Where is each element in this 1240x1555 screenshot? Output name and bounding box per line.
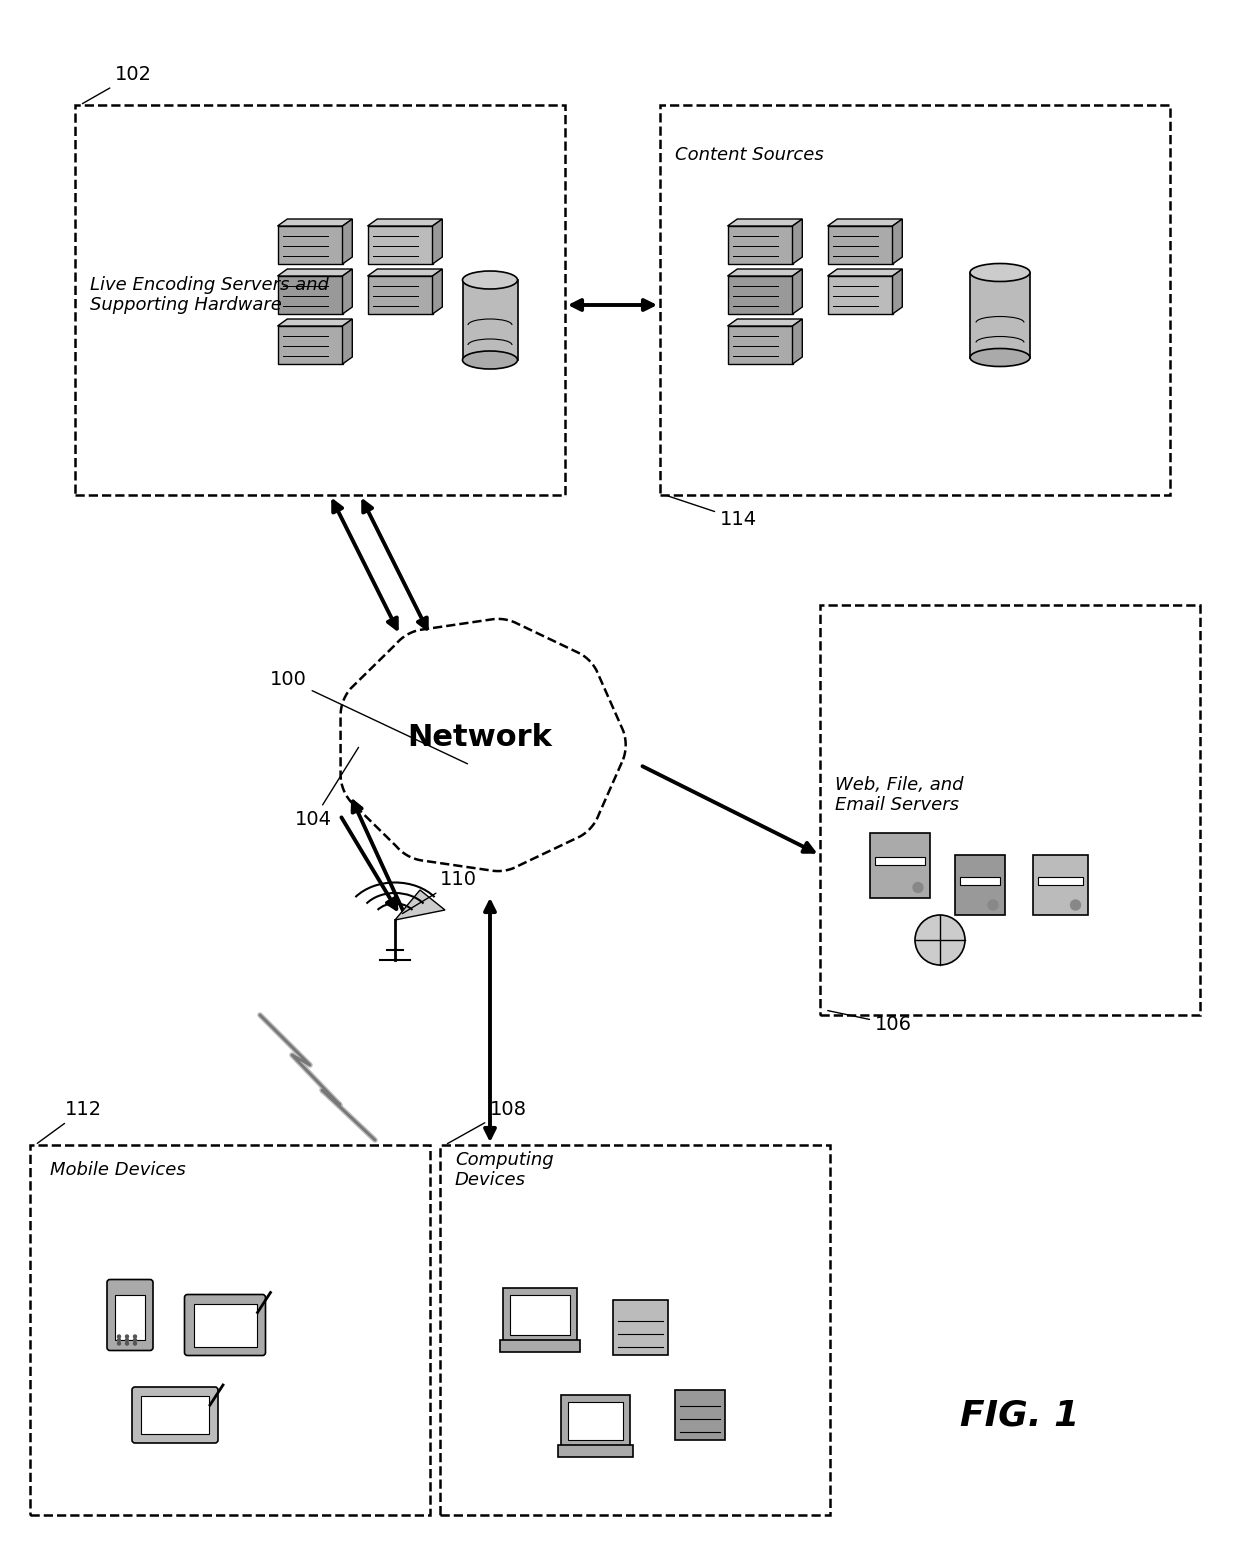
Polygon shape <box>342 269 352 314</box>
Polygon shape <box>827 225 893 264</box>
Polygon shape <box>433 269 443 314</box>
Text: 108: 108 <box>448 1099 527 1143</box>
FancyBboxPatch shape <box>141 1396 210 1434</box>
FancyBboxPatch shape <box>115 1294 145 1339</box>
Circle shape <box>134 1336 136 1337</box>
Circle shape <box>522 667 618 764</box>
FancyBboxPatch shape <box>131 1387 218 1443</box>
FancyBboxPatch shape <box>568 1403 622 1440</box>
Circle shape <box>556 695 655 795</box>
Text: Web, File, and
Email Servers: Web, File, and Email Servers <box>835 776 963 815</box>
Polygon shape <box>792 269 802 314</box>
FancyBboxPatch shape <box>960 877 999 885</box>
Circle shape <box>305 695 405 795</box>
FancyBboxPatch shape <box>440 1144 830 1515</box>
Circle shape <box>396 715 525 844</box>
Circle shape <box>134 1342 136 1345</box>
FancyBboxPatch shape <box>820 605 1200 1015</box>
FancyBboxPatch shape <box>74 106 565 494</box>
Polygon shape <box>367 219 443 225</box>
Text: Mobile Devices: Mobile Devices <box>50 1162 186 1179</box>
FancyBboxPatch shape <box>503 1288 577 1342</box>
Text: FIG. 1: FIG. 1 <box>960 1398 1080 1432</box>
Polygon shape <box>278 225 342 264</box>
Circle shape <box>345 666 485 805</box>
FancyBboxPatch shape <box>1038 877 1083 885</box>
Circle shape <box>913 883 923 893</box>
FancyBboxPatch shape <box>30 1144 430 1515</box>
Circle shape <box>475 666 615 805</box>
Circle shape <box>125 1339 129 1342</box>
Polygon shape <box>396 889 445 921</box>
Polygon shape <box>463 280 517 361</box>
FancyBboxPatch shape <box>510 1295 570 1336</box>
Text: 106: 106 <box>828 1011 911 1034</box>
FancyBboxPatch shape <box>193 1303 257 1347</box>
FancyBboxPatch shape <box>660 106 1171 494</box>
Polygon shape <box>367 275 433 314</box>
FancyBboxPatch shape <box>560 1395 630 1448</box>
Polygon shape <box>278 319 352 327</box>
Circle shape <box>118 1342 120 1345</box>
FancyBboxPatch shape <box>1033 855 1087 914</box>
Polygon shape <box>278 327 342 364</box>
FancyBboxPatch shape <box>955 855 1004 914</box>
Ellipse shape <box>463 271 517 289</box>
Polygon shape <box>728 275 792 314</box>
Polygon shape <box>970 272 1030 358</box>
Polygon shape <box>278 269 352 275</box>
Polygon shape <box>278 275 342 314</box>
Polygon shape <box>792 219 802 264</box>
Circle shape <box>342 667 438 764</box>
Polygon shape <box>893 269 903 314</box>
Text: 100: 100 <box>270 670 467 764</box>
Ellipse shape <box>463 351 517 369</box>
Circle shape <box>1070 900 1080 910</box>
Text: Content Sources: Content Sources <box>675 146 823 163</box>
Polygon shape <box>827 219 903 225</box>
Polygon shape <box>728 319 802 327</box>
Polygon shape <box>278 219 352 225</box>
Circle shape <box>125 1342 129 1345</box>
Polygon shape <box>827 269 903 275</box>
Text: Network: Network <box>408 723 553 751</box>
Polygon shape <box>367 225 433 264</box>
FancyBboxPatch shape <box>875 857 925 865</box>
Circle shape <box>420 630 539 750</box>
Polygon shape <box>367 269 443 275</box>
Polygon shape <box>893 219 903 264</box>
Polygon shape <box>728 327 792 364</box>
Text: 110: 110 <box>402 869 477 913</box>
Polygon shape <box>728 219 802 225</box>
Circle shape <box>435 715 565 844</box>
FancyBboxPatch shape <box>675 1390 725 1440</box>
Polygon shape <box>792 319 802 364</box>
Ellipse shape <box>970 263 1030 281</box>
Polygon shape <box>342 319 352 364</box>
Text: 102: 102 <box>82 65 153 104</box>
Text: 114: 114 <box>667 496 758 529</box>
Text: 112: 112 <box>37 1099 102 1143</box>
Polygon shape <box>827 275 893 314</box>
Circle shape <box>118 1339 120 1342</box>
Polygon shape <box>728 225 792 264</box>
Circle shape <box>915 914 965 966</box>
Circle shape <box>118 1336 120 1337</box>
Polygon shape <box>728 269 802 275</box>
Circle shape <box>134 1339 136 1342</box>
FancyBboxPatch shape <box>107 1280 153 1350</box>
Polygon shape <box>433 219 443 264</box>
Text: Live Encoding Servers and
Supporting Hardware: Live Encoding Servers and Supporting Har… <box>91 275 329 314</box>
Polygon shape <box>342 219 352 264</box>
Text: 104: 104 <box>295 748 358 829</box>
Circle shape <box>125 1336 129 1337</box>
FancyBboxPatch shape <box>870 832 930 897</box>
FancyBboxPatch shape <box>185 1294 265 1356</box>
Ellipse shape <box>970 348 1030 367</box>
Circle shape <box>988 900 998 910</box>
FancyBboxPatch shape <box>500 1340 580 1351</box>
Text: Computing
Devices: Computing Devices <box>455 1151 553 1190</box>
FancyBboxPatch shape <box>613 1300 667 1354</box>
FancyBboxPatch shape <box>558 1445 632 1457</box>
